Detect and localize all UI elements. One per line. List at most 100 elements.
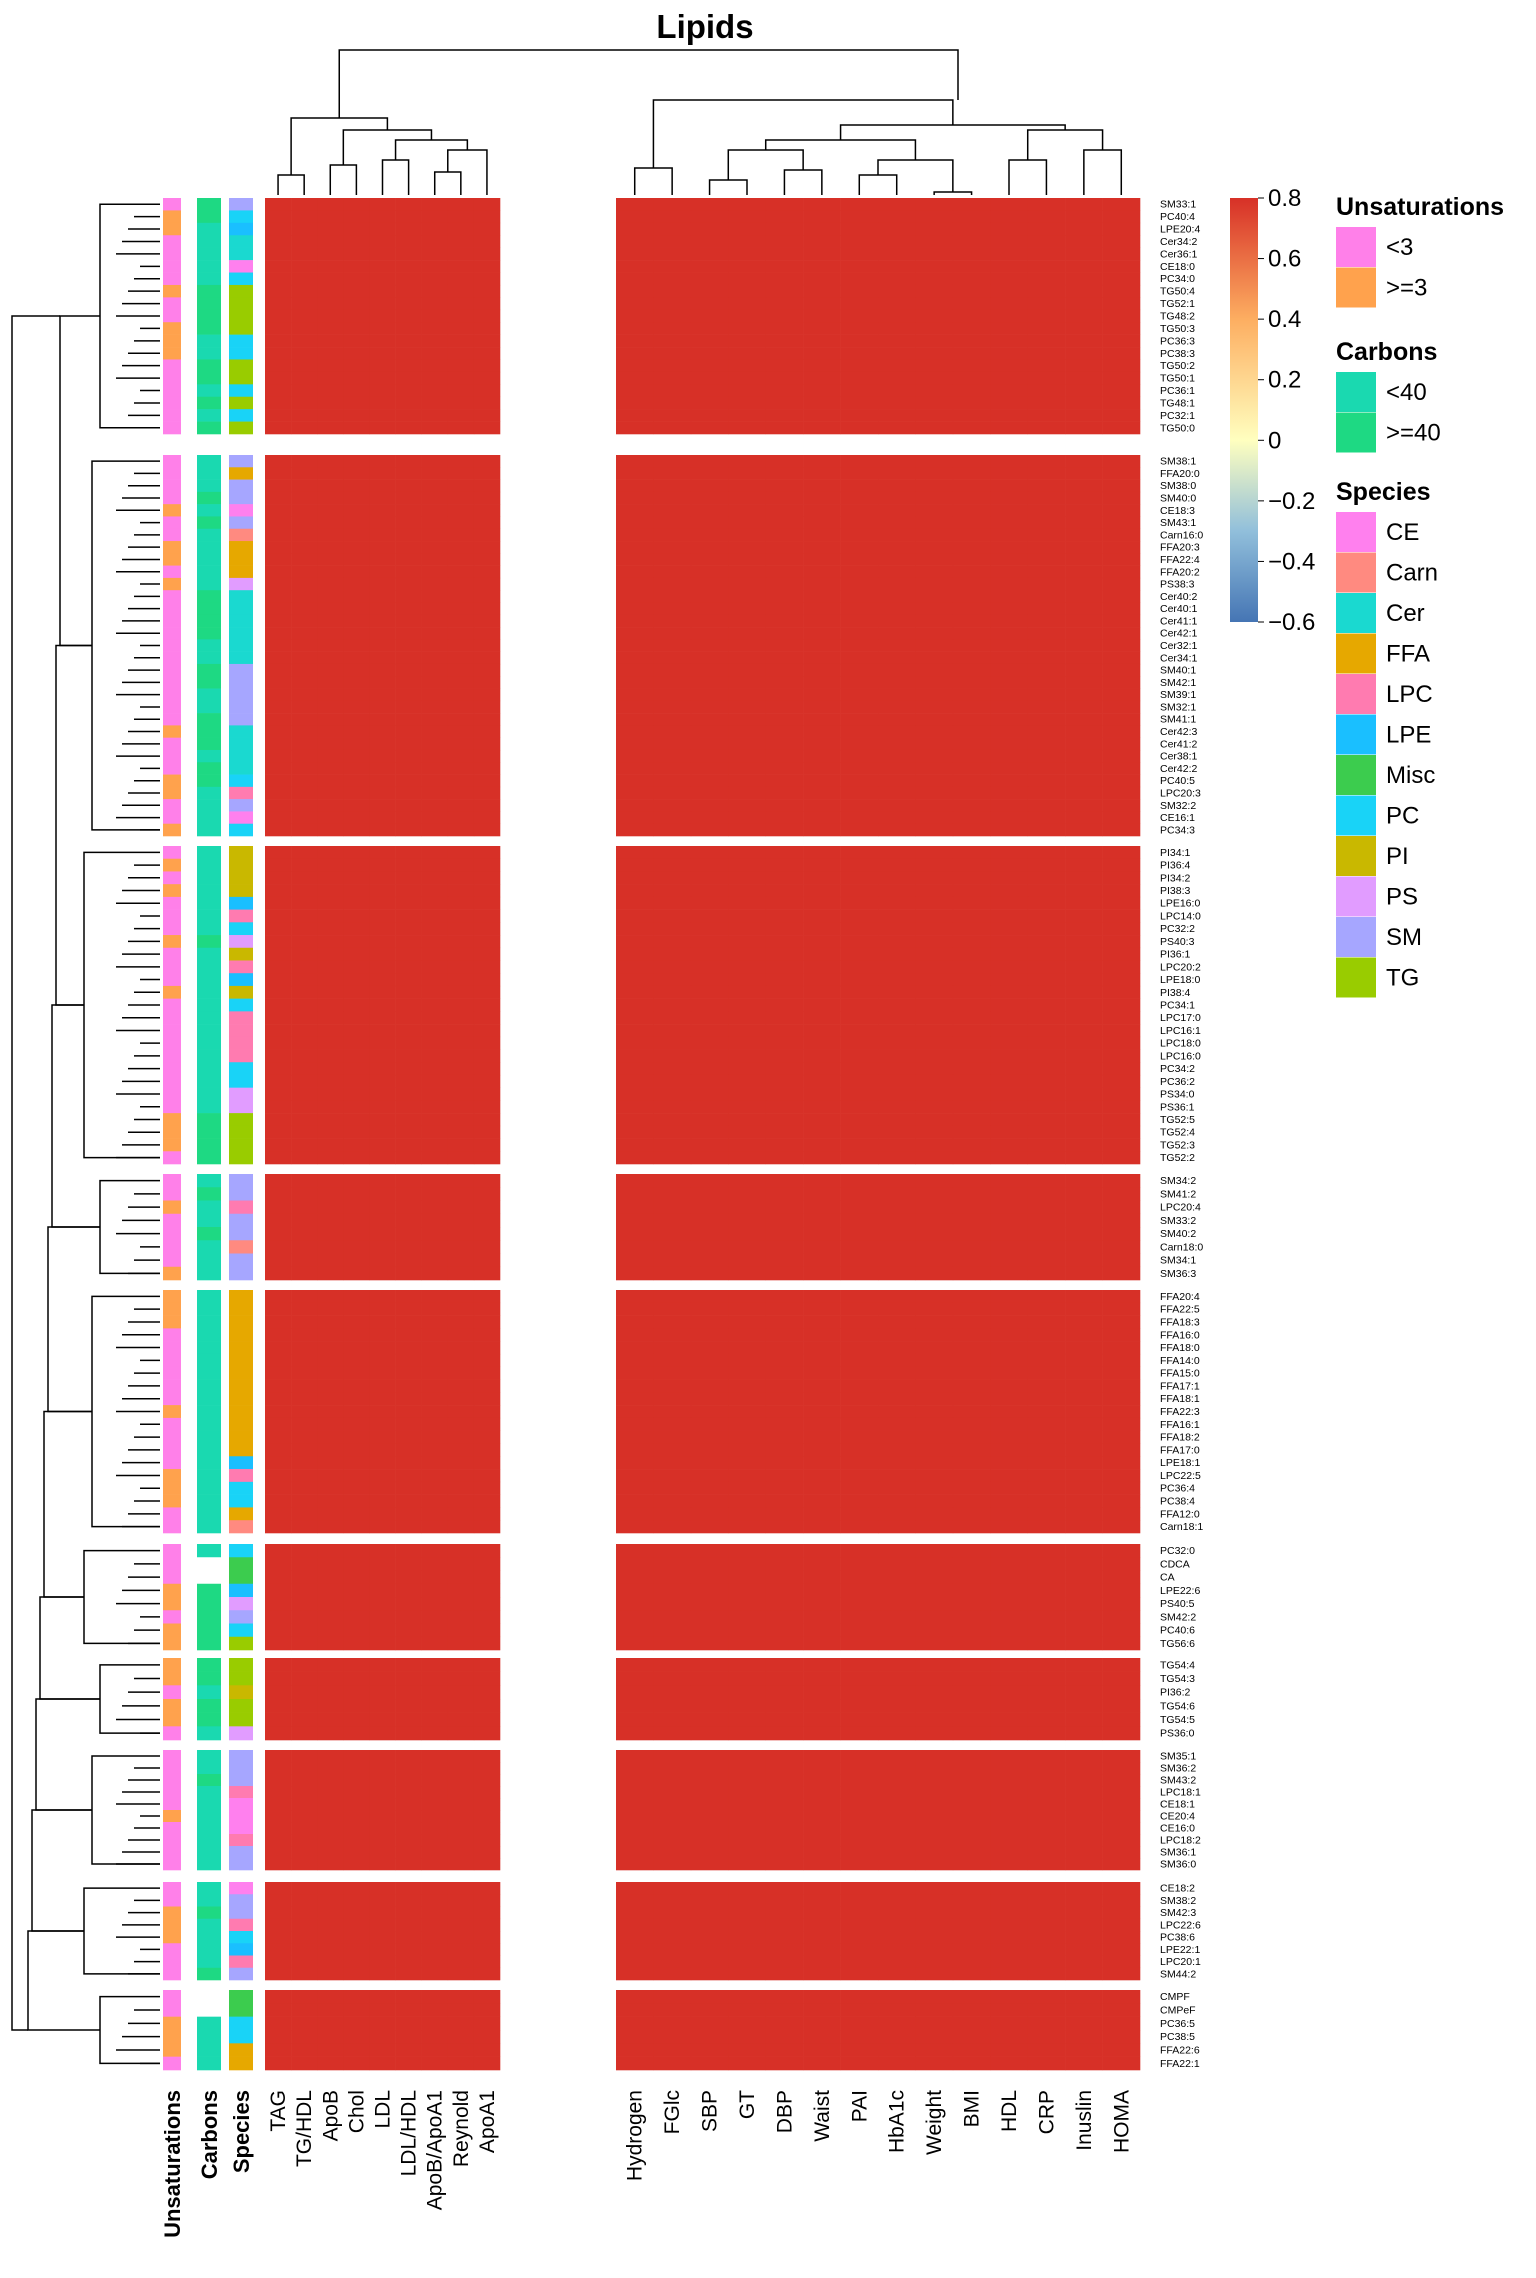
heatmap-cell [915,1798,954,1811]
heatmap-cell [803,577,841,591]
heatmap-cell [690,284,729,298]
unsaturation-annotation-cell [163,985,181,999]
heatmap-cell [369,1113,396,1127]
heatmap-cell [878,1507,916,1521]
heatmap-cell [952,1443,991,1457]
heatmap-cell [473,1213,501,1228]
heatmap-cell [395,1290,422,1304]
heatmap-cell [952,1417,991,1431]
heatmap-cell [369,1967,396,1981]
heatmap-cell [369,467,396,480]
heatmap-cell [317,577,344,591]
heatmap-cell [395,1443,422,1457]
heatmap-cell [395,1036,422,1050]
heatmap-cell [952,297,991,311]
heatmap-cell [447,1931,475,1944]
unsaturation-annotation-cell [163,1469,181,1483]
heatmap-cell [878,1906,916,1920]
heatmap-cell [840,1328,879,1342]
column-label: Reynold [450,2090,473,2167]
heatmap-cell [317,347,344,360]
species-annotation-cell [229,896,253,910]
heatmap-cell [1102,1967,1141,1981]
heatmap-cell [765,627,804,640]
heatmap-cell [690,935,729,949]
heatmap-cell [653,639,692,652]
heatmap-cell [728,1392,767,1406]
heatmap-cell [473,309,501,323]
heatmap-cell [915,1822,954,1835]
heatmap-cell [421,1417,449,1431]
heatmap-cell [291,198,318,211]
heatmap-cell [840,210,879,224]
row-label: Cer41:1 [1160,615,1198,627]
heatmap-cell [728,947,767,961]
unsaturation-annotation-cell [163,1174,181,1188]
heatmap-cell [690,1544,729,1558]
heatmap-cell [653,1481,692,1495]
carbons-annotation-cell [197,749,221,763]
heatmap-cell [915,1918,954,1932]
heatmap-cell [952,922,991,936]
heatmap-cell [291,371,318,385]
heatmap-cell [447,371,475,385]
heatmap-cell [765,504,804,517]
heatmap-cell [421,1430,449,1444]
heatmap-cell [265,1520,292,1534]
row-label: LPC17:0 [1160,1012,1201,1024]
species-annotation-cell [229,639,253,652]
heatmap-cell [343,541,370,554]
species-annotation-cell [229,627,253,640]
heatmap-cell [728,846,767,860]
heatmap-cell [1102,1049,1141,1063]
heatmap-cell [878,909,916,923]
heatmap-cell [343,1810,370,1823]
heatmap-cell [803,799,841,812]
heatmap-cell [1065,528,1103,542]
heatmap-cell [1102,1087,1141,1101]
carbons-annotation-cell [197,1187,221,1201]
heatmap-cell [473,222,501,236]
heatmap-cell [616,1151,654,1165]
heatmap-cell [952,1658,991,1672]
row-label: PS36:1 [1160,1101,1195,1113]
heatmap-cell [616,1858,654,1871]
heatmap-cell [1027,260,1066,273]
row-label: Cer32:1 [1160,640,1198,652]
heatmap-cell [343,1570,370,1585]
heatmap-cell [616,590,654,603]
heatmap-cell [447,1481,475,1495]
heatmap-cell [447,1882,475,1895]
heatmap-cell [1027,1610,1066,1624]
heatmap-cell [265,1918,292,1932]
heatmap-cell [878,1671,916,1686]
heatmap-cell [447,1906,475,1920]
heatmap-cell [728,651,767,665]
row-label: LPE20:4 [1160,224,1200,236]
heatmap-cell [990,1417,1029,1431]
heatmap-cell [878,2056,916,2071]
heatmap-cell [421,762,449,775]
column-label: TAG [267,2090,290,2132]
heatmap-cell [653,1087,692,1101]
heatmap-cell [343,1443,370,1457]
species-annotation-cell [229,2043,253,2057]
heatmap-cell [952,359,991,373]
heatmap-cell [952,396,991,410]
row-label: FFA15:0 [1160,1368,1200,1380]
heatmap-cell [1027,2056,1066,2071]
heatmap-cell [616,1494,654,1508]
heatmap-cell [343,334,370,348]
heatmap-cell [291,774,318,788]
unsaturation-annotation-cell [163,884,181,898]
heatmap-cell [803,858,841,872]
heatmap-cell [690,1456,729,1470]
unsaturation-annotation-cell [163,1392,181,1406]
heatmap-cell [616,1834,654,1847]
carbons-annotation-cell [197,565,221,579]
heatmap-cell [369,1597,396,1611]
heatmap-cell [395,504,422,517]
heatmap-cell [952,799,991,812]
heatmap-cell [952,1353,991,1368]
species-annotation-cell [229,762,253,775]
